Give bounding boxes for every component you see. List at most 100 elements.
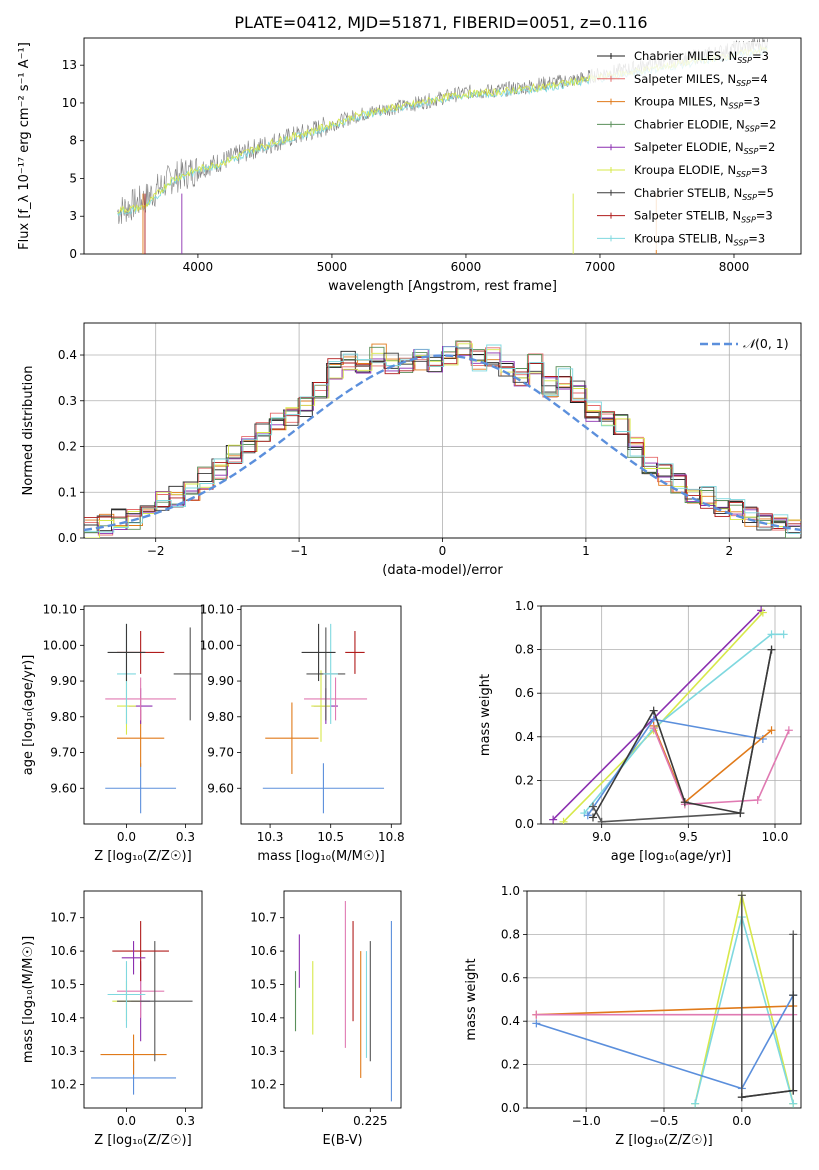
legend-label-tail: =5 — [757, 186, 774, 200]
legend-label-args: (0, 1) — [755, 336, 789, 351]
y-tick-label: 10.6 — [50, 944, 77, 958]
y-tick-label: 0.6 — [515, 686, 534, 700]
y-tick-label: 9.90 — [50, 674, 77, 688]
y-tick-label: 10.7 — [250, 911, 277, 925]
y-tick-label: 10.2 — [250, 1078, 277, 1092]
y-tick-label: 3 — [69, 209, 77, 223]
legend-label-base: Salpeter ELODIE, N — [634, 140, 744, 154]
legend-label-sub: SSP — [736, 170, 751, 179]
x-axis-label: (data-model)/error — [382, 563, 503, 578]
weight-series-line — [536, 994, 794, 1090]
y-axis-label: Normed distribution — [21, 366, 36, 496]
figure-title: PLATE=0412, MJD=51871, FIBERID=0051, z=0… — [234, 13, 647, 32]
legend-label-sub: SSP — [737, 56, 752, 65]
legend-label-tail: =3 — [752, 49, 769, 63]
y-tick-label: 0.2 — [501, 1058, 520, 1072]
x-tick-label: 4000 — [183, 260, 214, 274]
histogram-step-series — [85, 344, 801, 534]
legend-label-sub: SSP — [744, 147, 759, 156]
legend-label-tail: =3 — [756, 209, 773, 223]
histogram-step-series — [84, 350, 800, 534]
y-tick-label: 0 — [69, 247, 77, 261]
legend-label: Salpeter MILES, NSSP=4 — [634, 72, 768, 88]
x-tick-label: 7000 — [585, 260, 616, 274]
legend-label-base: Chabrier STELIB, N — [634, 186, 742, 200]
axes-frame — [283, 890, 402, 1109]
x-tick-label: 0.0 — [117, 1114, 136, 1128]
x-tick-label: 1 — [582, 544, 590, 558]
legend-label-tail: =2 — [760, 117, 777, 131]
y-tick-label: 9.60 — [207, 781, 234, 795]
age-vs-mass-panel: 10.3 10.5 10.8 9.60 9.70 9.80 9.90 10.00 10.10 ma… — [200, 603, 405, 864]
legend-label-base: Kroupa MILES, N — [634, 95, 729, 109]
x-axis-label: Z [log₁₀(Z/Z☉)] — [94, 849, 191, 864]
x-tick-label: 5000 — [317, 260, 348, 274]
legend-label-sub: SSP — [741, 216, 756, 225]
mass-vs-metallicity-panel: 0.0 0.3 10.2 10.3 10.4 10.5 10.6 10.7 Z [log₁₀(Z… — [21, 890, 203, 1148]
y-tick-label: 9.80 — [50, 710, 77, 724]
y-axis-label: age [log₁₀(age/yr)] — [21, 655, 36, 776]
legend-label: Salpeter ELODIE, NSSP=2 — [634, 140, 775, 156]
axes-frame — [240, 605, 402, 825]
y-tick-label: 10 — [62, 96, 77, 110]
y-tick-label: 5 — [69, 171, 77, 185]
x-tick-label: 0 — [439, 544, 447, 558]
errorbar-traces — [105, 623, 202, 814]
y-tick-label: 0.0 — [515, 817, 534, 831]
x-tick-label: 10.8 — [378, 830, 405, 844]
y-tick-label: 1.0 — [515, 599, 534, 613]
y-tick-label: 10.6 — [250, 944, 277, 958]
legend-label-base: Kroupa ELODIE, N — [634, 163, 736, 177]
y-tick-label: 10.00 — [200, 638, 234, 652]
y-tick-label: 0.8 — [515, 643, 534, 657]
legend-label-sub: SSP — [736, 79, 751, 88]
weight-traces — [549, 606, 793, 824]
x-axis-label: mass [log₁₀(M/M☉)] — [257, 849, 384, 864]
axes-frame — [540, 605, 802, 825]
x-axis-label: age [log₁₀(age/yr)] — [611, 849, 732, 864]
y-tick-label: 0.2 — [58, 440, 77, 454]
histogram-traces — [84, 340, 801, 538]
legend-label: Chabrier MILES, NSSP=3 — [634, 49, 769, 65]
legend-label: Chabrier STELIB, NSSP=5 — [634, 186, 774, 202]
errorbar-traces — [262, 623, 385, 814]
weight-vs-metallicity-panel: −1.0 −0.5 0.0 0.0 0.2 0.4 0.6 0.8 1.0 Z [log₁₀(Z/… — [464, 884, 802, 1148]
legend-label-sub: SSP — [742, 193, 757, 202]
y-tick-label: 10.3 — [250, 1044, 277, 1058]
legend-label-sub: SSP — [729, 102, 744, 111]
x-tick-label: −1 — [290, 544, 308, 558]
legend-label-base: Salpeter MILES, N — [634, 72, 736, 86]
x-tick-label: −2 — [147, 544, 165, 558]
weight-vs-age-panel: 9.0 9.5 10.0 0.0 0.2 0.4 0.6 0.8 1.0 age [log₁₀(a… — [478, 599, 802, 864]
histogram-step-series — [84, 347, 800, 531]
y-tick-label: 10.5 — [50, 977, 77, 991]
errorbar-traces — [294, 901, 392, 1102]
y-tick-label: 9.80 — [207, 710, 234, 724]
legend-label-base: Salpeter STELIB, N — [634, 209, 741, 223]
legend-label: Kroupa ELODIE, NSSP=3 — [634, 163, 768, 179]
y-axis-label: mass weight — [478, 674, 493, 756]
legend-label-base: Kroupa STELIB, N — [634, 231, 734, 245]
y-tick-label: 10.2 — [50, 1078, 77, 1092]
legend-label-tail: =4 — [751, 72, 768, 86]
y-tick-label: 0.1 — [58, 485, 77, 499]
y-tick-label: 0.3 — [58, 394, 77, 408]
axes-frame — [83, 322, 802, 539]
weight-traces — [532, 891, 798, 1108]
x-tick-label: 0.225 — [353, 1114, 387, 1128]
axes-frame — [83, 37, 802, 255]
legend-label-sub: SSP — [734, 238, 749, 247]
y-tick-label: 9.70 — [50, 746, 77, 760]
mass-vs-ebv-panel: 0.225 10.2 10.3 10.4 10.5 10.6 10.7 E(B-V) — [250, 890, 402, 1148]
x-tick-label: 0.3 — [176, 830, 195, 844]
y-tick-label: 0.0 — [501, 1101, 520, 1115]
spectrum-panel: 4000 5000 6000 7000 8000 0 3 5 8 10 13 wavelength [… — [17, 37, 802, 294]
y-tick-label: 13 — [62, 58, 77, 72]
y-axis-label: Flux [f_λ 10⁻¹⁷ erg cm⁻² s⁻¹ A⁻¹] — [17, 42, 32, 250]
y-tick-label: 9.90 — [207, 674, 234, 688]
legend-label: Salpeter STELIB, NSSP=3 — [634, 209, 773, 225]
legend-label-sub: SSP — [745, 124, 760, 133]
y-tick-label: 10.7 — [50, 911, 77, 925]
y-tick-label: 0.4 — [58, 348, 77, 362]
legend-label: Kroupa MILES, NSSP=3 — [634, 95, 760, 111]
